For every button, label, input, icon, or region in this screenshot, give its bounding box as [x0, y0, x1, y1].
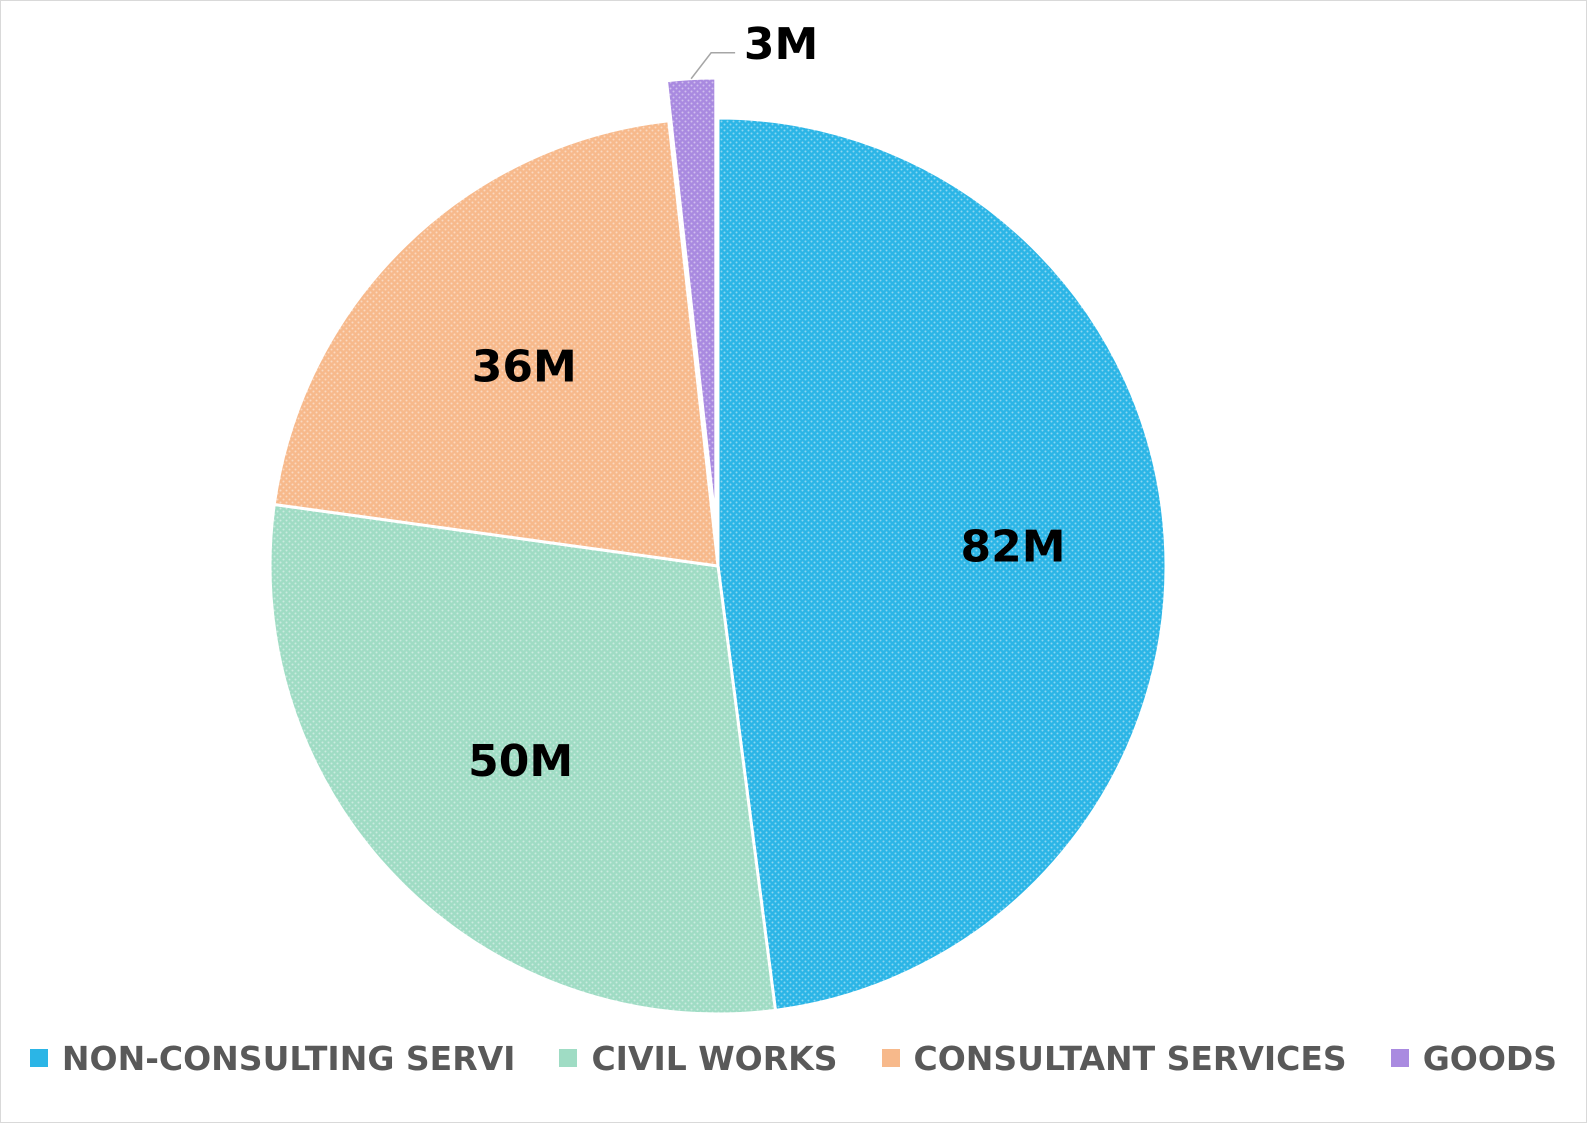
legend-swatch-goods — [1390, 1049, 1409, 1067]
pie-slice-non-consulting-servi — [716, 116, 1168, 1012]
data-label-civil-works: 50M — [468, 736, 573, 787]
legend-entry-non-consulting-servi: NON-CONSULTING SERVI — [29, 1038, 516, 1078]
legend-entry-civil-works: CIVIL WORKS — [559, 1038, 838, 1078]
legend-entry-consultant-services: CONSULTANT SERVICES — [881, 1038, 1347, 1078]
legend-label-goods: GOODS — [1422, 1038, 1558, 1078]
legend-entry-goods: GOODS — [1390, 1038, 1558, 1078]
leader-line-goods — [690, 51, 736, 80]
data-label-non-consulting-servi: 82M — [961, 522, 1066, 573]
legend: NON-CONSULTING SERVI CIVIL WORKS CONSULTAN… — [0, 1030, 1587, 1086]
pie-slice-civil-works — [268, 502, 778, 1016]
data-label-consultant-services: 36M — [472, 341, 577, 392]
legend-swatch-civil-works — [559, 1049, 578, 1067]
data-label-goods: 3M — [744, 19, 818, 70]
legend-label-consultant-services: CONSULTANT SERVICES — [913, 1038, 1347, 1078]
legend-label-civil-works: CIVIL WORKS — [591, 1038, 838, 1078]
pie-slice-consultant-services — [272, 119, 720, 568]
legend-label-non-consulting-servi: NON-CONSULTING SERVI — [61, 1038, 516, 1078]
legend-swatch-consultant-services — [881, 1049, 900, 1067]
legend-swatch-non-consulting-servi — [29, 1049, 48, 1067]
